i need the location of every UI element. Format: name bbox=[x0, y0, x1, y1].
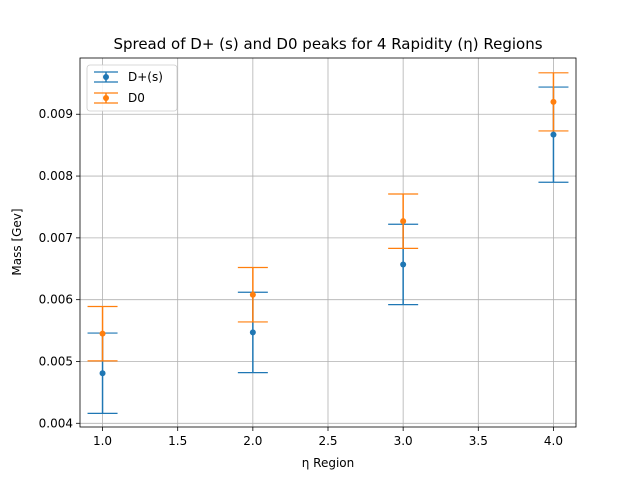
data-point bbox=[249, 329, 256, 336]
y-tick-label: 0.009 bbox=[39, 107, 73, 121]
x-tick-label: 1.0 bbox=[93, 434, 112, 448]
plot-area: 1.0 1.5 2.0 2.5 3.0 3.5 4.0 0.004 0.005 0.006 0.00… bbox=[39, 57, 577, 448]
y-tick-label: 0.007 bbox=[39, 231, 73, 245]
x-tick-label: 2.5 bbox=[318, 434, 337, 448]
data-point bbox=[99, 330, 106, 337]
x-tick-label: 3.0 bbox=[394, 434, 413, 448]
y-tick-label: 0.005 bbox=[39, 354, 73, 368]
legend-label: D+(s) bbox=[128, 70, 163, 84]
data-point bbox=[400, 261, 407, 268]
x-tick-label: 3.5 bbox=[469, 434, 488, 448]
legend-box bbox=[86, 64, 178, 112]
legend-marker bbox=[103, 95, 109, 101]
legend-marker bbox=[103, 74, 109, 80]
legend: D+(s) D0 bbox=[86, 64, 178, 112]
y-axis-label: Mass [Gev] bbox=[10, 208, 24, 275]
series-d0 bbox=[87, 72, 569, 362]
data-point bbox=[99, 370, 106, 377]
legend-label: D0 bbox=[128, 91, 145, 105]
y-tick-label: 0.004 bbox=[39, 416, 73, 430]
data-point bbox=[550, 131, 557, 138]
axes-frame bbox=[79, 57, 577, 428]
x-tick-label: 1.5 bbox=[168, 434, 187, 448]
x-tick-label: 2.0 bbox=[243, 434, 262, 448]
y-tick-label: 0.006 bbox=[39, 293, 73, 307]
y-tick-label: 0.008 bbox=[39, 169, 73, 183]
chart-title: Spread of D+ (s) and D0 peaks for 4 Rapi… bbox=[113, 35, 542, 53]
data-point bbox=[550, 98, 557, 105]
x-tick-label: 4.0 bbox=[544, 434, 563, 448]
data-point bbox=[249, 291, 256, 298]
data-point bbox=[400, 218, 407, 225]
x-axis-label: η Region bbox=[302, 456, 355, 470]
